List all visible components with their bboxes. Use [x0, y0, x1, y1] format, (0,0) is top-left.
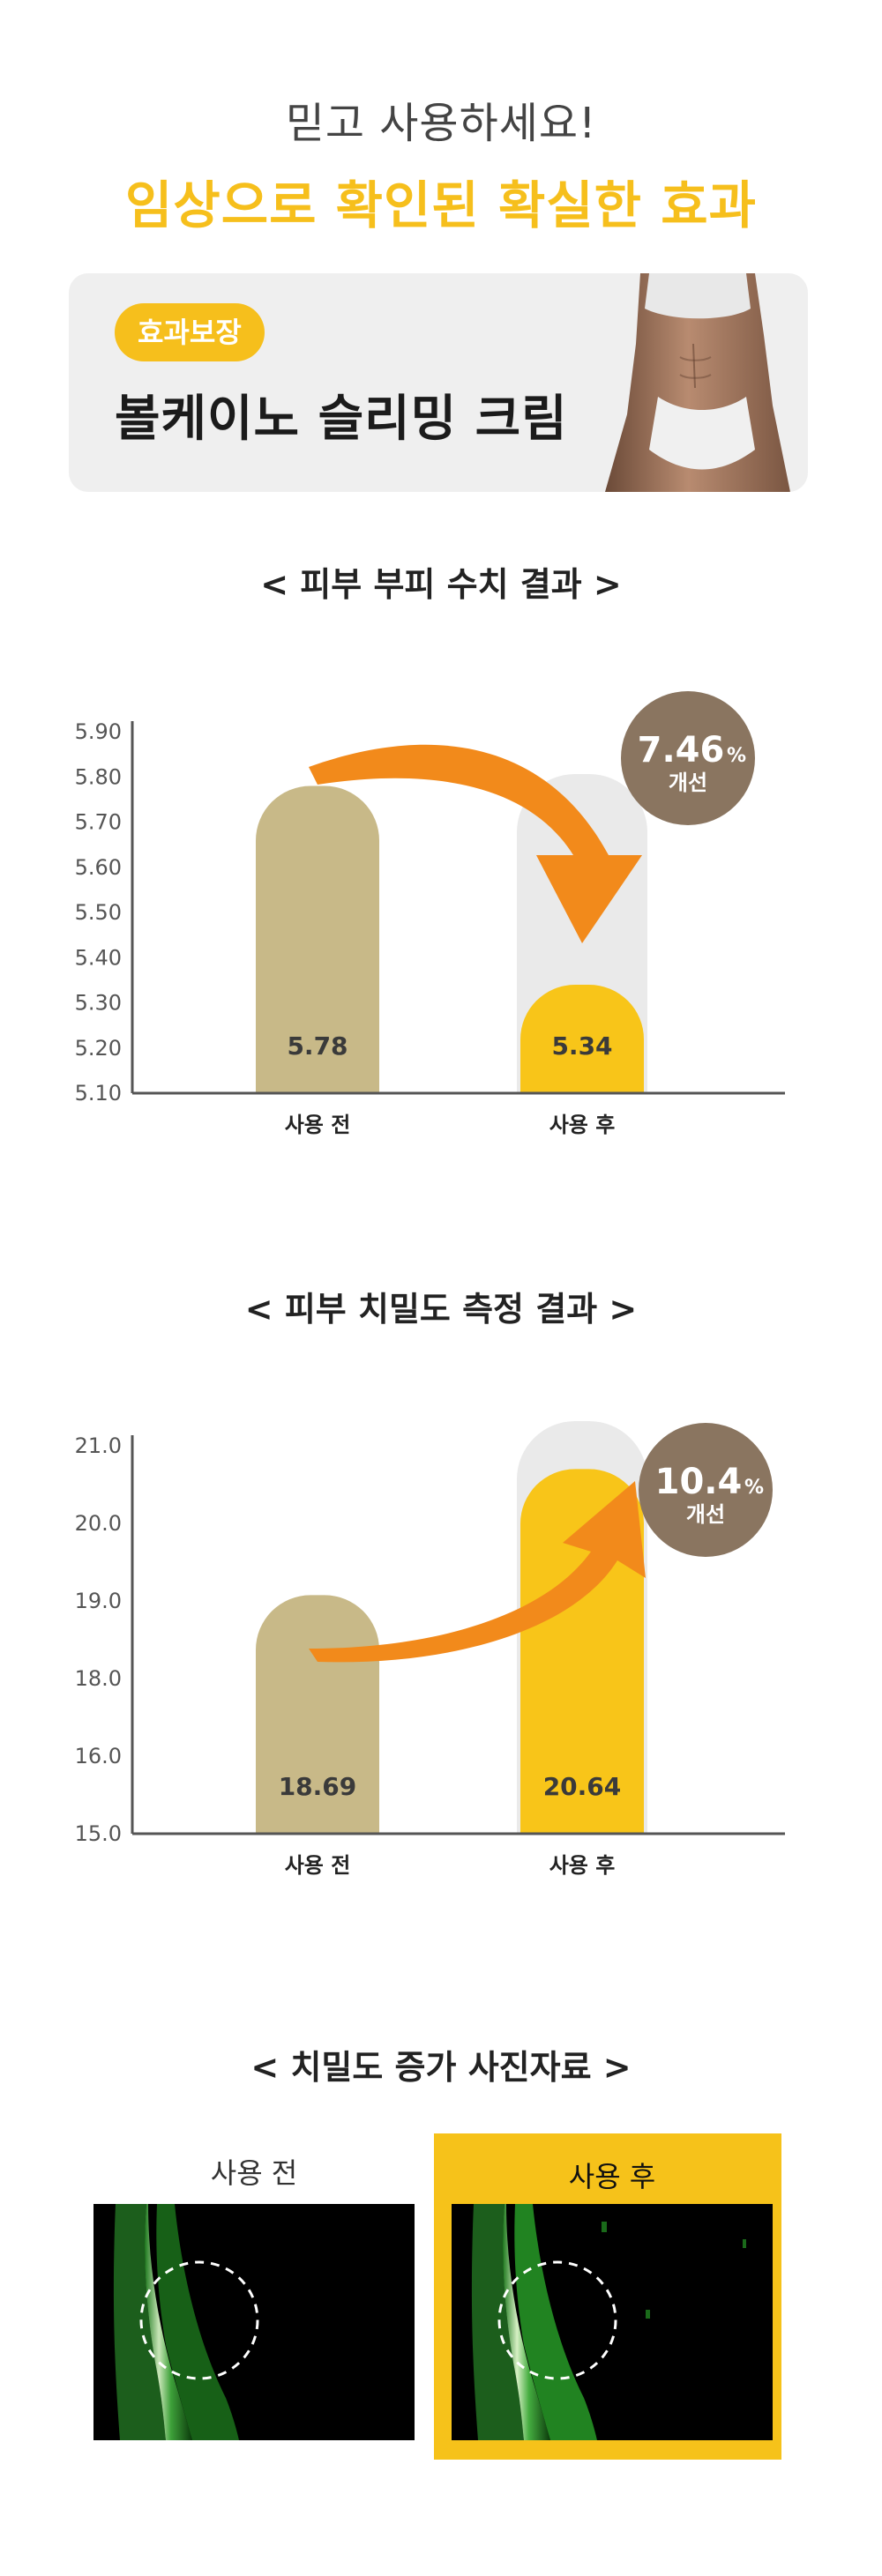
x-category-label: 사용 전	[285, 1853, 351, 1878]
badge-unit: %	[744, 1477, 764, 1499]
photos-title: < 치밀도 증가 사진자료 >	[250, 2048, 632, 2087]
density-chart-svg: 21.0 20.0 19.0 18.0 16.0 15.0 18.69 사용 전 20.64 사용…	[75, 1421, 785, 1878]
x-category-label: 사용 후	[549, 1853, 616, 1878]
y-tick-label: 5.10	[75, 1081, 122, 1106]
y-tick-label: 5.50	[75, 900, 122, 925]
bar-value-label: 5.34	[551, 1031, 612, 1061]
x-category-label: 사용 후	[549, 1113, 616, 1137]
improvement-badge: 7.46 % 개선	[621, 691, 755, 825]
improvement-arrow	[309, 1481, 646, 1663]
y-tick-label: 19.0	[75, 1589, 122, 1613]
improvement-badge: 10.4 % 개선	[639, 1423, 773, 1557]
density-chart: 21.0 20.0 19.0 18.0 16.0 15.0 18.69 사용 전 20.64 사용…	[53, 1411, 811, 1887]
badge-value: 7.46	[638, 730, 725, 771]
y-tick-label: 5.60	[75, 855, 122, 880]
y-tick-label: 5.20	[75, 1036, 122, 1061]
badge-text: 개선	[686, 1502, 725, 1527]
bar-value-label: 5.78	[287, 1031, 348, 1061]
y-tick-label: 21.0	[75, 1433, 122, 1458]
y-tick-label: 15.0	[75, 1821, 122, 1846]
badge-unit: %	[727, 745, 746, 767]
badge-text: 개선	[669, 771, 707, 795]
chart1-title: < 피부 부피 수치 결과 >	[260, 565, 622, 604]
y-tick-label: 16.0	[75, 1744, 122, 1768]
y-tick-label: 18.0	[75, 1666, 122, 1691]
y-tick-label: 5.40	[75, 945, 122, 970]
bar-value-label: 20.64	[543, 1772, 622, 1801]
model-photo	[605, 273, 790, 492]
y-tick-label: 5.70	[75, 810, 122, 835]
y-tick-label: 20.0	[75, 1511, 122, 1536]
badge-circle	[621, 691, 755, 825]
x-category-label: 사용 전	[285, 1113, 351, 1137]
y-tick-label: 5.80	[75, 764, 122, 789]
y-tick-label: 5.90	[75, 719, 122, 744]
y-tick-label: 5.30	[75, 991, 122, 1016]
volume-chart: 5.90 5.80 5.70 5.60 5.50 5.40 5.30 5.20 5.10 5.78…	[53, 688, 811, 1146]
photo-after-label: 사용 후	[568, 2160, 656, 2193]
photo-after	[452, 2204, 773, 2440]
photo-before	[93, 2204, 415, 2440]
hero-subtitle: 믿고 사용하세요!	[285, 99, 597, 148]
badge-value: 10.4	[655, 1462, 743, 1502]
oct-image-before	[93, 2204, 415, 2440]
bar-value-label: 18.69	[279, 1772, 357, 1801]
product-name: 볼케이노 슬리밍 크림	[115, 391, 568, 448]
improvement-arrow	[309, 744, 642, 943]
guarantee-badge: 효과보장	[115, 303, 265, 361]
chart2-title: < 피부 치밀도 측정 결과 >	[244, 1290, 638, 1329]
hero-title: 임상으로 확인된 확실한 효과	[125, 175, 757, 235]
product-card: 효과보장 볼케이노 슬리밍 크림	[69, 273, 808, 492]
photo-before-label: 사용 전	[210, 2156, 298, 2190]
oct-image-after	[452, 2204, 773, 2440]
after-bar	[520, 985, 644, 1093]
badge-circle	[639, 1423, 773, 1557]
before-bar	[256, 785, 379, 1093]
volume-chart-svg: 5.90 5.80 5.70 5.60 5.50 5.40 5.30 5.20 5.10 5.78…	[75, 691, 785, 1137]
